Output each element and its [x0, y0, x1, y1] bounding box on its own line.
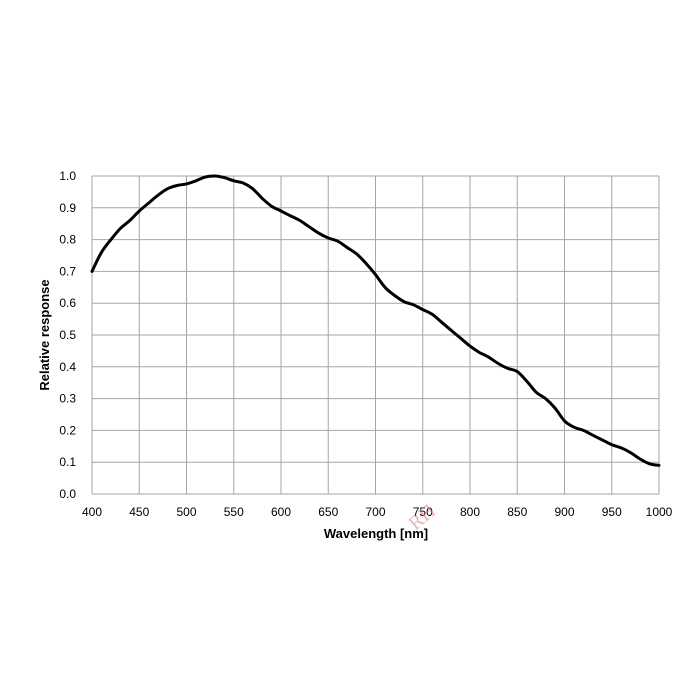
y-tick-label: 0.5 — [59, 328, 76, 342]
x-tick-label: 1000 — [646, 505, 673, 519]
x-axis-title: Wavelength [nm] — [324, 526, 428, 541]
x-tick-label: 750 — [413, 505, 433, 519]
x-tick-label: 400 — [82, 505, 102, 519]
x-tick-label: 800 — [460, 505, 480, 519]
response-curve — [90, 174, 661, 467]
y-tick-label: 0.3 — [59, 392, 76, 406]
y-tick-label: 0.7 — [59, 264, 76, 278]
y-tick-label: 1.0 — [59, 169, 76, 183]
x-tick-label: 450 — [129, 505, 149, 519]
x-tick-label: 900 — [554, 505, 574, 519]
y-tick-label: 0.6 — [59, 296, 76, 310]
x-tick-label: 950 — [602, 505, 622, 519]
y-axis-title: Relative response — [37, 279, 52, 390]
x-tick-label: 850 — [507, 505, 527, 519]
x-tick-label: 650 — [318, 505, 338, 519]
y-tick-label: 0.1 — [59, 455, 76, 469]
y-tick-label: 0.0 — [59, 487, 76, 501]
y-tick-label: 0.2 — [59, 423, 76, 437]
tick-labels: 400 450 500 550 600 650 700 750 800 850 900 950 1000… — [59, 169, 672, 519]
y-tick-label: 0.4 — [59, 360, 76, 374]
x-tick-label: 550 — [224, 505, 244, 519]
x-tick-label: 700 — [365, 505, 385, 519]
x-tick-label: 600 — [271, 505, 291, 519]
y-tick-label: 0.9 — [59, 201, 76, 215]
grid — [91, 175, 660, 495]
y-tick-label: 0.8 — [59, 233, 76, 247]
x-tick-label: 500 — [176, 505, 196, 519]
